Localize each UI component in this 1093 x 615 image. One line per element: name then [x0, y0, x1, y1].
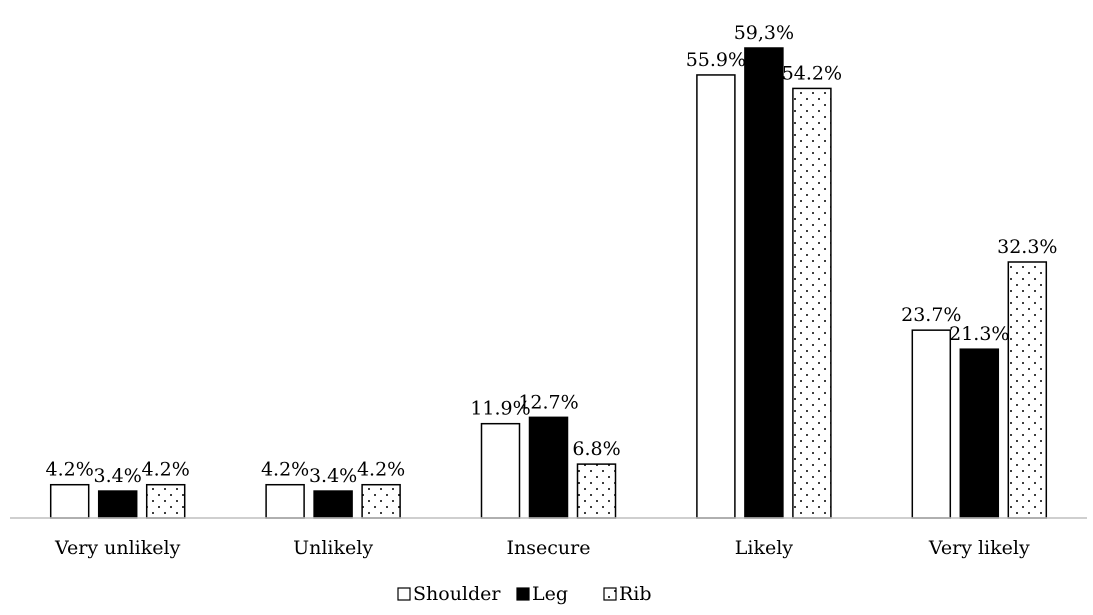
- value-label-rib-likely: 54.2%: [782, 62, 842, 84]
- value-labels-group: 4.2% 3.4% 4.2% 4.2% 3.4% 4.2%11.9%12.7%6.8%55…: [46, 22, 1058, 487]
- bar-shoulder-insecure: [480, 422, 521, 519]
- value-label-rib-very-likely: 32.3%: [997, 236, 1057, 258]
- bar-shoulder-very-likely: [911, 329, 952, 519]
- bar-leg-very-unlikely: [97, 490, 138, 519]
- bar-rib-unlikely: [361, 483, 401, 519]
- bar-leg-very-likely: [959, 348, 1000, 519]
- legend-swatch-leg: [516, 587, 530, 601]
- category-label-unlikely: Unlikely: [293, 537, 373, 559]
- bar-shoulder-very-unlikely: [49, 483, 90, 519]
- value-label-leg-likely: 59,3%: [734, 22, 794, 44]
- bar-leg-unlikely: [313, 490, 353, 519]
- bars-group: [49, 47, 1048, 519]
- bar-rib-very-likely: [1007, 261, 1048, 519]
- legend-swatch-rib: [603, 587, 617, 601]
- bar-leg-likely: [744, 47, 784, 519]
- bar-rib-likely: [792, 87, 832, 519]
- value-label-rib-very-unlikely: 4.2%: [142, 459, 190, 481]
- bar-rib-insecure: [576, 463, 617, 519]
- value-label-shoulder-insecure: 11.9%: [470, 398, 530, 420]
- bar-shoulder-likely: [696, 74, 736, 519]
- value-label-leg-insecure: 12.7%: [518, 391, 578, 413]
- category-label-likely: Likely: [735, 537, 794, 559]
- bar-shoulder-unlikely: [265, 483, 305, 519]
- category-label-very-unlikely: Very unlikely: [54, 537, 181, 559]
- value-label-shoulder-very-unlikely: 4.2%: [46, 459, 94, 481]
- category-labels-group: Very unlikely Unlikely Insecure Likely Very …: [54, 537, 1030, 559]
- value-label-leg-unlikely: 3.4%: [309, 465, 357, 487]
- value-label-shoulder-very-likely: 23.7%: [901, 304, 961, 326]
- legend: Shoulder Leg Rib: [397, 583, 652, 605]
- value-label-shoulder-unlikely: 4.2%: [261, 459, 309, 481]
- value-label-shoulder-likely: 55.9%: [686, 49, 746, 71]
- category-label-insecure: Insecure: [507, 537, 591, 559]
- category-label-very-likely: Very likely: [928, 537, 1030, 559]
- bar-leg-insecure: [528, 416, 569, 519]
- bar-rib-very-unlikely: [145, 483, 186, 519]
- legend-label-shoulder: Shoulder: [413, 583, 501, 605]
- value-label-leg-very-unlikely: 3.4%: [94, 465, 142, 487]
- value-label-rib-insecure: 6.8%: [572, 438, 620, 460]
- value-label-rib-unlikely: 4.2%: [357, 459, 405, 481]
- legend-label-leg: Leg: [532, 583, 568, 605]
- legend-swatch-shoulder: [397, 587, 411, 601]
- value-label-leg-very-likely: 21.3%: [949, 323, 1009, 345]
- legend-label-rib: Rib: [619, 583, 652, 605]
